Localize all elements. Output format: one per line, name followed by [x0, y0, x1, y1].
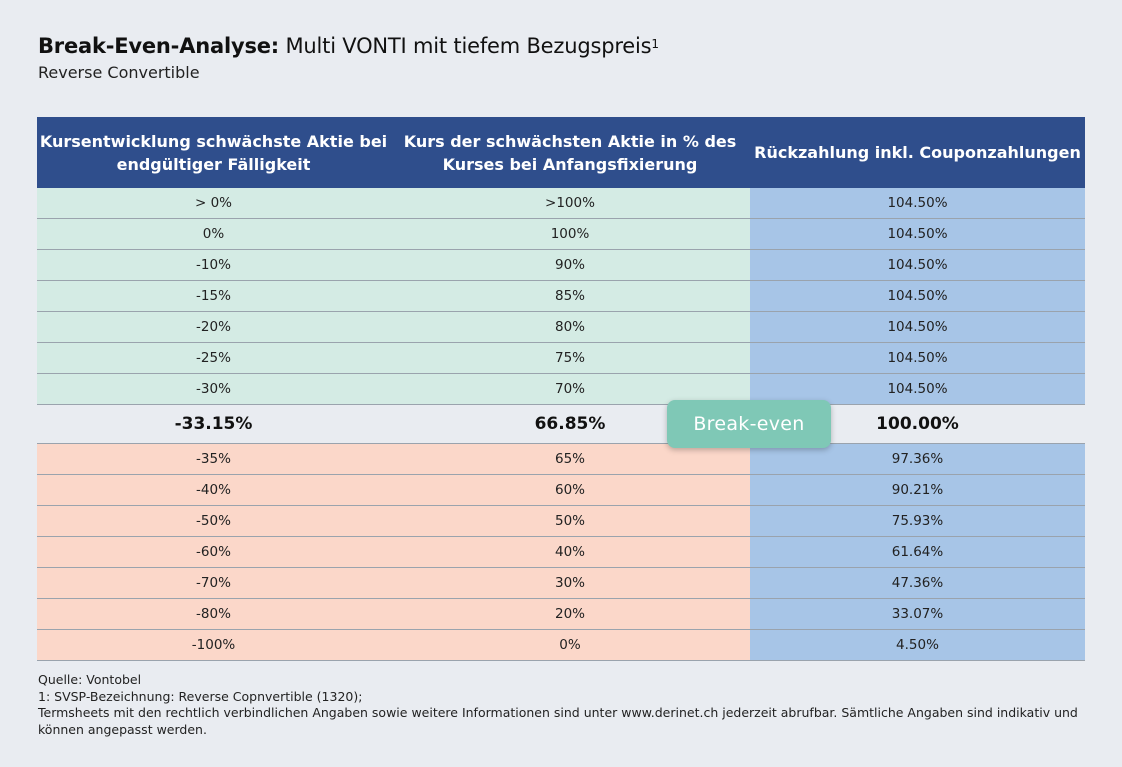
cell-repayment: 47.36%	[750, 567, 1085, 599]
cell-repayment: 104.50%	[750, 311, 1085, 343]
cell-repayment: 33.07%	[750, 598, 1085, 630]
table-row: -60% 40% 61.64%	[37, 536, 1085, 568]
break-even-table: Kursentwicklung schwächste Aktie bei end…	[37, 117, 1085, 661]
cell-price-percent: 40%	[390, 536, 750, 568]
table-row: -10% 90% 104.50%	[37, 249, 1085, 281]
cell-price-change: -33.15%	[37, 404, 390, 444]
cell-price-percent: >100%	[390, 188, 750, 219]
title-block: Break-Even-Analyse: Multi VONTI mit tief…	[38, 32, 659, 84]
cell-price-change: -40%	[37, 474, 390, 506]
title-bold: Break-Even-Analyse:	[38, 34, 280, 58]
cell-repayment: 97.36%	[750, 443, 1085, 475]
cell-price-percent: 100%	[390, 218, 750, 250]
break-even-badge: Break-even	[667, 400, 831, 448]
page-title: Break-Even-Analyse: Multi VONTI mit tief…	[38, 32, 659, 60]
cell-price-change: -20%	[37, 311, 390, 343]
cell-repayment: 90.21%	[750, 474, 1085, 506]
footnote-1: 1: SVSP-Bezeichnung: Reverse Copnvertibl…	[38, 688, 363, 704]
cell-price-change: -100%	[37, 629, 390, 661]
table-row: -15% 85% 104.50%	[37, 280, 1085, 312]
cell-price-change: -35%	[37, 443, 390, 475]
cell-repayment: 4.50%	[750, 629, 1085, 661]
cell-price-change: -70%	[37, 567, 390, 599]
column-header-repayment: Rückzahlung inkl. Couponzahlungen	[750, 117, 1085, 188]
table-row: -35% 65% 97.36%	[37, 443, 1085, 475]
cell-price-percent: 75%	[390, 342, 750, 374]
cell-price-percent: 50%	[390, 505, 750, 537]
table-body: > 0% >100% 104.50% 0% 100% 104.50% -10% 90% 104.…	[37, 188, 1085, 661]
cell-repayment: 61.64%	[750, 536, 1085, 568]
title-rest: Multi VONTI mit tiefem Bezugspreis	[279, 34, 652, 58]
cell-repayment: 104.50%	[750, 280, 1085, 312]
cell-repayment: 104.50%	[750, 218, 1085, 250]
cell-price-percent: 0%	[390, 629, 750, 661]
cell-price-change: -50%	[37, 505, 390, 537]
break-even-row: -33.15% 66.85% 100.00%	[37, 404, 1085, 444]
cell-price-percent: 65%	[390, 443, 750, 475]
disclaimer: Termsheets mit den rechtlich verbindlich…	[38, 705, 1078, 737]
cell-price-change: > 0%	[37, 188, 390, 219]
cell-repayment: 104.50%	[750, 342, 1085, 374]
cell-price-percent: 70%	[390, 373, 750, 405]
table-row: -30% 70% 104.50%	[37, 373, 1085, 405]
cell-price-change: -60%	[37, 536, 390, 568]
table-header-row: Kursentwicklung schwächste Aktie bei end…	[37, 117, 1085, 188]
table-row: -40% 60% 90.21%	[37, 474, 1085, 506]
footer-notes: Quelle: Vontobel 1: SVSP-Bezeichnung: Re…	[38, 672, 1088, 738]
page-subtitle: Reverse Convertible	[38, 63, 200, 82]
table-row: -25% 75% 104.50%	[37, 342, 1085, 374]
cell-price-change: -25%	[37, 342, 390, 374]
cell-repayment: 104.50%	[750, 188, 1085, 219]
cell-price-change: 0%	[37, 218, 390, 250]
cell-repayment: 104.50%	[750, 373, 1085, 405]
cell-price-percent: 80%	[390, 311, 750, 343]
cell-price-percent: 85%	[390, 280, 750, 312]
table-row: -20% 80% 104.50%	[37, 311, 1085, 343]
title-footnote-mark: 1	[651, 37, 659, 51]
table-row: > 0% >100% 104.50%	[37, 188, 1085, 219]
table-row: -100% 0% 4.50%	[37, 629, 1085, 661]
column-header-price-change: Kursentwicklung schwächste Aktie bei end…	[37, 117, 390, 188]
table-row: -50% 50% 75.93%	[37, 505, 1085, 537]
table-row: -80% 20% 33.07%	[37, 598, 1085, 630]
cell-price-change: -80%	[37, 598, 390, 630]
cell-price-percent: 30%	[390, 567, 750, 599]
cell-repayment: 75.93%	[750, 505, 1085, 537]
cell-price-percent: 90%	[390, 249, 750, 281]
cell-price-change: -15%	[37, 280, 390, 312]
cell-price-change: -10%	[37, 249, 390, 281]
cell-price-percent: 20%	[390, 598, 750, 630]
source-note: Quelle: Vontobel	[38, 672, 142, 687]
cell-price-percent: 60%	[390, 474, 750, 506]
table-row: -70% 30% 47.36%	[37, 567, 1085, 599]
table-row: 0% 100% 104.50%	[37, 218, 1085, 250]
column-header-price-percent: Kurs der schwächsten Aktie in % des Kurs…	[390, 117, 750, 188]
cell-repayment: 104.50%	[750, 249, 1085, 281]
cell-price-change: -30%	[37, 373, 390, 405]
